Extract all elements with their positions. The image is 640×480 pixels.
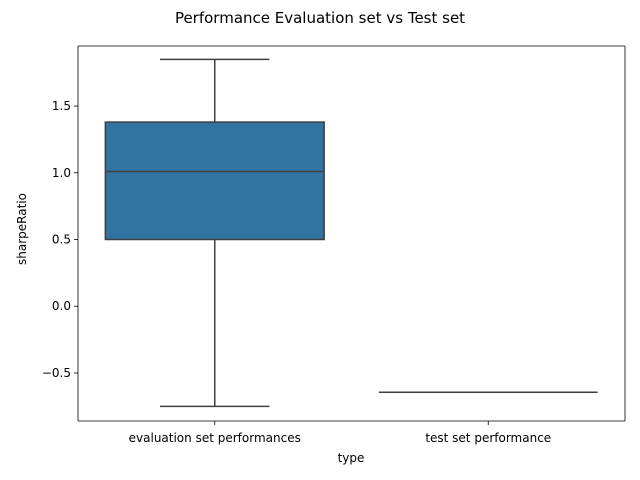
y-tick-label: 1.5 <box>52 99 71 113</box>
y-tick-label: −0.5 <box>42 366 71 380</box>
box-group-0 <box>104 58 325 408</box>
x-tick-label: test set performance <box>425 431 551 445</box>
y-tick-label: 1.0 <box>52 166 71 180</box>
box-body <box>104 121 325 241</box>
chart-title: Performance Evaluation set vs Test set <box>175 9 465 27</box>
x-axis-label: type <box>338 451 365 465</box>
y-tick-label: 0.0 <box>52 299 71 313</box>
plot-area: −0.5 0.0 0.5 1.0 1.5 evaluation set performan… <box>42 45 626 445</box>
y-tick-label: 0.5 <box>52 233 71 247</box>
x-tick-label: evaluation set performances <box>129 431 301 445</box>
y-axis-label: sharpeRatio <box>15 193 29 265</box>
